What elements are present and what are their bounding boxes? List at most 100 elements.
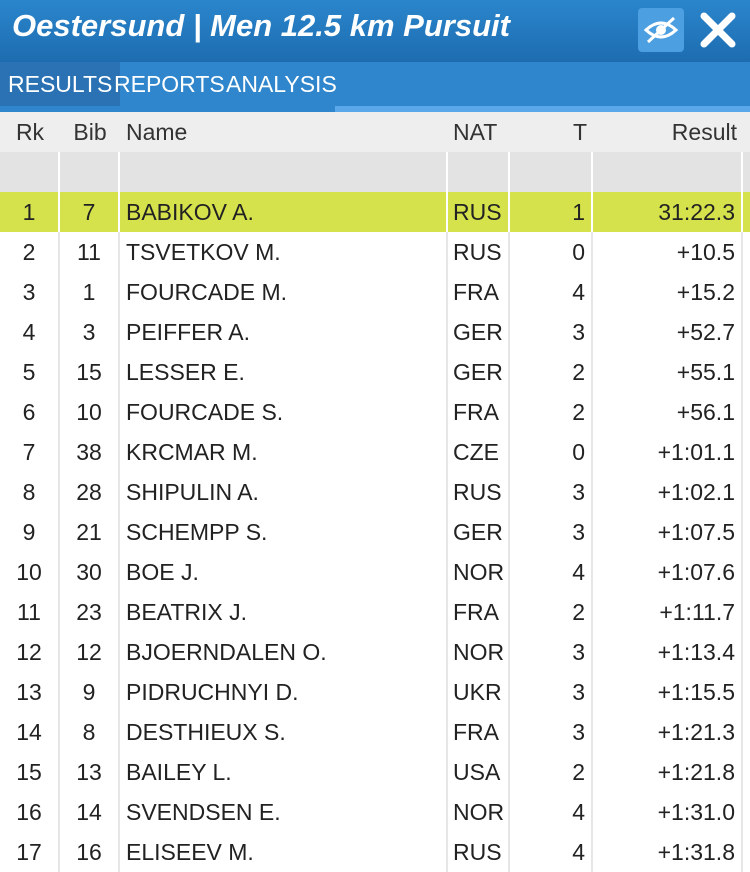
rank-cell: 13 [0, 672, 60, 712]
name-cell: BOE J. [120, 552, 448, 592]
close-button[interactable] [700, 12, 736, 48]
bib-cell: 9 [60, 672, 120, 712]
result-cell: +55.1 [593, 352, 743, 392]
column-header[interactable]: Rk [15, 119, 45, 145]
bib-cell: 11 [60, 232, 120, 272]
tab-underline [335, 106, 750, 112]
rank-cell: 15 [0, 752, 60, 792]
column-header[interactable]: Bib [73, 119, 107, 145]
result-cell: +1:02.1 [593, 472, 743, 512]
bib-cell: 16 [60, 832, 120, 872]
nation-cell: NOR [448, 632, 510, 672]
name-cell: FOURCADE S. [120, 392, 448, 432]
penalties-cell: 2 [510, 752, 593, 792]
result-row[interactable]: 9 21 SCHEMPP S. GER 3 +1:07.5 [0, 512, 750, 552]
result-row[interactable]: 8 28 SHIPULIN A. RUS 3 +1:02.1 [0, 472, 750, 512]
filter-cell [120, 152, 448, 192]
hide-button[interactable] [638, 8, 684, 52]
column-header[interactable]: NAT [453, 119, 498, 145]
result-row[interactable]: 11 23 BEATRIX J. FRA 2 +1:11.7 [0, 592, 750, 632]
nation-cell: NOR [448, 792, 510, 832]
name-cell: BABIKOV A. [120, 192, 448, 232]
name-cell: BJOERNDALEN O. [120, 632, 448, 672]
nation-cell: UKR [448, 672, 510, 712]
penalties-cell: 3 [510, 672, 593, 712]
penalties-cell: 3 [510, 512, 593, 552]
result-cell: +1:31.0 [593, 792, 743, 832]
rank-cell: 7 [0, 432, 60, 472]
name-cell: PIDRUCHNYI D. [120, 672, 448, 712]
rank-cell: 5 [0, 352, 60, 392]
result-row[interactable]: 1 7 BABIKOV A. RUS 1 31:22.3 [0, 192, 750, 232]
result-row[interactable]: 12 12 BJOERNDALEN O. NOR 3 +1:13.4 [0, 632, 750, 672]
result-row[interactable]: 13 9 PIDRUCHNYI D. UKR 3 +1:15.5 [0, 672, 750, 712]
result-row[interactable]: 2 11 TSVETKOV M. RUS 0 +10.5 [0, 232, 750, 272]
rank-cell: 10 [0, 552, 60, 592]
result-row[interactable]: 5 15 LESSER E. GER 2 +55.1 [0, 352, 750, 392]
result-row[interactable]: 6 10 FOURCADE S. FRA 2 +56.1 [0, 392, 750, 432]
rank-cell: 11 [0, 592, 60, 632]
rank-cell: 2 [0, 232, 60, 272]
column-header[interactable]: Result [671, 119, 737, 145]
result-cell: +1:07.6 [593, 552, 743, 592]
penalties-cell: 3 [510, 632, 593, 672]
result-cell: +1:07.5 [593, 512, 743, 552]
rank-cell: 16 [0, 792, 60, 832]
rank-cell: 14 [0, 712, 60, 752]
nation-cell: FRA [448, 712, 510, 752]
filter-row [0, 152, 750, 192]
penalties-cell: 3 [510, 472, 593, 512]
filter-cell [60, 152, 120, 192]
rank-cell: 3 [0, 272, 60, 312]
rank-cell: 8 [0, 472, 60, 512]
result-cell: +10.5 [593, 232, 743, 272]
title: Oestersund | Men 12.5 km Pursuit [12, 8, 510, 43]
tab[interactable]: REPORTS [114, 71, 225, 97]
result-cell: +1:01.1 [593, 432, 743, 472]
bib-cell: 23 [60, 592, 120, 632]
result-cell: +56.1 [593, 392, 743, 432]
header-icons [638, 8, 736, 52]
result-row[interactable]: 14 8 DESTHIEUX S. FRA 3 +1:21.3 [0, 712, 750, 752]
name-cell: BEATRIX J. [120, 592, 448, 632]
result-row[interactable]: 4 3 PEIFFER A. GER 3 +52.7 [0, 312, 750, 352]
tab[interactable]: ANALYSIS [226, 71, 337, 97]
bib-cell: 15 [60, 352, 120, 392]
penalties-cell: 3 [510, 312, 593, 352]
bib-cell: 13 [60, 752, 120, 792]
rank-cell: 12 [0, 632, 60, 672]
result-cell: +1:31.8 [593, 832, 743, 872]
nation-cell: FRA [448, 392, 510, 432]
result-row[interactable]: 16 14 SVENDSEN E. NOR 4 +1:31.0 [0, 792, 750, 832]
name-cell: SCHEMPP S. [120, 512, 448, 552]
penalties-cell: 2 [510, 592, 593, 632]
header: Oestersund | Men 12.5 km Pursuit [0, 0, 750, 62]
name-cell: KRCMAR M. [120, 432, 448, 472]
column-header[interactable]: Name [126, 119, 188, 145]
result-cell: +1:21.3 [593, 712, 743, 752]
result-row[interactable]: 7 38 KRCMAR M. CZE 0 +1:01.1 [0, 432, 750, 472]
name-cell: SHIPULIN A. [120, 472, 448, 512]
nation-cell: GER [448, 352, 510, 392]
column-header[interactable]: T [572, 119, 587, 145]
rank-cell: 1 [0, 192, 60, 232]
penalties-cell: 4 [510, 832, 593, 872]
penalties-cell: 0 [510, 232, 593, 272]
nation-cell: RUS [448, 472, 510, 512]
result-cell: +15.2 [593, 272, 743, 312]
result-row[interactable]: 10 30 BOE J. NOR 4 +1:07.6 [0, 552, 750, 592]
tab[interactable]: RESULTS [0, 62, 121, 106]
nation-cell: GER [448, 312, 510, 352]
name-cell: ELISEEV M. [120, 832, 448, 872]
result-cell: +1:21.8 [593, 752, 743, 792]
result-row[interactable]: 15 13 BAILEY L. USA 2 +1:21.8 [0, 752, 750, 792]
name-cell: BAILEY L. [120, 752, 448, 792]
result-row[interactable]: 3 1 FOURCADE M. FRA 4 +15.2 [0, 272, 750, 312]
name-cell: SVENDSEN E. [120, 792, 448, 832]
tab-bar: RESULTS REPORTS ANALYSIS [0, 62, 750, 112]
penalties-cell: 4 [510, 552, 593, 592]
result-row[interactable]: 17 16 ELISEEV M. RUS 4 +1:31.8 [0, 832, 750, 872]
bib-cell: 14 [60, 792, 120, 832]
penalties-cell: 1 [510, 192, 593, 232]
name-cell: TSVETKOV M. [120, 232, 448, 272]
